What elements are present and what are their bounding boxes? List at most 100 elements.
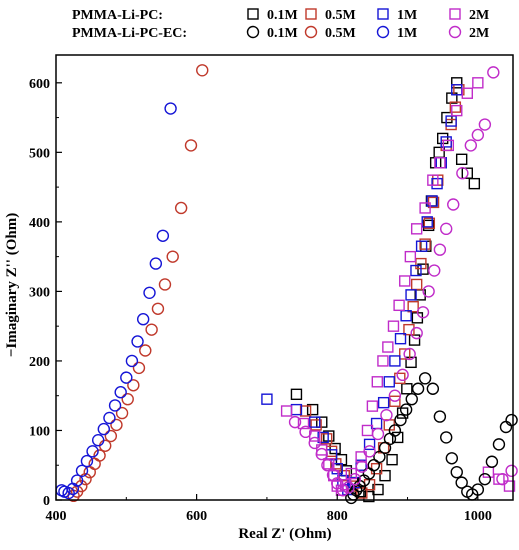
data-point-circle [456,167,469,180]
data-point-square [317,431,329,444]
data-point-square [419,202,431,214]
data-point-square [394,372,406,385]
x-tick-label: 400 [46,509,67,524]
legend-square-marker [377,8,389,20]
data-point-circle [143,286,156,299]
data-point-circle [139,344,152,357]
data-point-square [468,177,481,190]
data-point-square [386,453,398,466]
data-point-square [442,139,455,152]
data-point-square [383,376,395,388]
data-point-square [407,301,419,313]
data-point-circle [478,472,492,486]
data-marks [55,64,518,505]
series-circle-0p1M [345,372,518,505]
data-point-square [434,157,446,169]
data-point-square [426,195,438,207]
legend-entry-label: 0.5M [325,26,356,41]
data-point-square [503,480,516,492]
x-tick-label: 800 [327,509,348,524]
data-point-circle [485,455,499,468]
data-point-square [445,118,457,131]
data-point-circle [79,472,92,486]
legend: PMMA-Li-PC: 0.1M 0.5M 1M 2M PMMA-Li-PC-EC: 0.1… [72,8,489,41]
data-point-circle [86,445,99,458]
data-point-circle [91,434,105,447]
legend-entry-label: 1M [397,26,417,41]
data-point-circle [383,432,397,446]
data-point-circle [149,257,163,270]
data-point-circle [75,464,89,477]
data-point-circle [131,335,144,348]
data-point-circle [97,422,111,436]
legend-entry-label: 0.5M [325,8,356,23]
data-point-circle [196,64,209,77]
data-point-circle [422,285,435,298]
data-point-square [261,393,273,405]
data-point-circle [455,476,468,489]
data-point-circle [367,459,380,472]
data-point-circle [447,198,460,211]
data-point-circle [471,128,485,142]
legend-entry-label: 1M [397,8,417,23]
data-point-square [363,438,376,451]
data-point-square [410,223,423,235]
data-point-square [309,416,321,428]
data-point-square [297,417,310,430]
data-point-square [455,153,468,165]
data-point-circle [403,347,416,361]
legend-circle-marker [304,25,318,39]
series-circle-0p5M [67,64,209,503]
data-point-square [441,111,453,124]
data-point-circle [120,371,133,384]
data-point-square [363,490,375,503]
data-point-square [482,466,495,478]
data-point-circle [62,486,75,500]
legend-square-marker [449,8,461,20]
data-point-square [290,388,303,401]
data-point-square [396,407,409,419]
data-point-circle [410,326,423,340]
data-point-circle [127,379,140,392]
data-point-square [404,250,417,263]
x-tick-label: 600 [186,509,207,524]
data-point-circle [394,413,407,427]
data-point-circle [399,403,413,416]
data-point-circle [418,372,432,385]
legend-entry-label: 0.1M [267,8,298,23]
data-point-square [389,355,401,367]
data-point-square [431,177,443,190]
legend-entry-label: 2M [469,26,489,41]
data-point-square [387,320,400,332]
data-point-circle [433,410,447,423]
data-point-circle [299,425,312,439]
data-point-circle [166,250,179,263]
data-point-circle [450,465,463,479]
data-point-circle [505,464,518,477]
data-point-square [299,405,312,417]
data-point-square [310,419,322,431]
legend-circle-marker [448,25,462,39]
data-point-square [461,87,473,99]
data-point-circle [336,484,350,497]
data-point-circle [433,243,447,256]
y-tick-label: 500 [29,146,50,161]
legend-entry-label: 0.1M [267,26,298,41]
legend-circle-marker [246,25,260,39]
data-point-square [449,101,462,113]
y-tick-label: 400 [29,216,50,231]
data-point-circle [145,323,158,336]
data-point-square [355,451,367,463]
data-point-circle [363,445,376,458]
data-point-square [320,433,333,445]
legend-circle-marker [376,25,390,39]
data-point-circle [174,201,188,215]
y-tick-label: 600 [29,77,50,92]
data-point-circle [125,354,139,368]
data-point-square [329,442,341,455]
x-axis-title: Real Z' (Ohm) [238,526,331,542]
data-point-circle [104,429,118,443]
data-point-circle [505,413,518,427]
data-point-circle [396,368,409,382]
data-point-square [377,355,389,367]
